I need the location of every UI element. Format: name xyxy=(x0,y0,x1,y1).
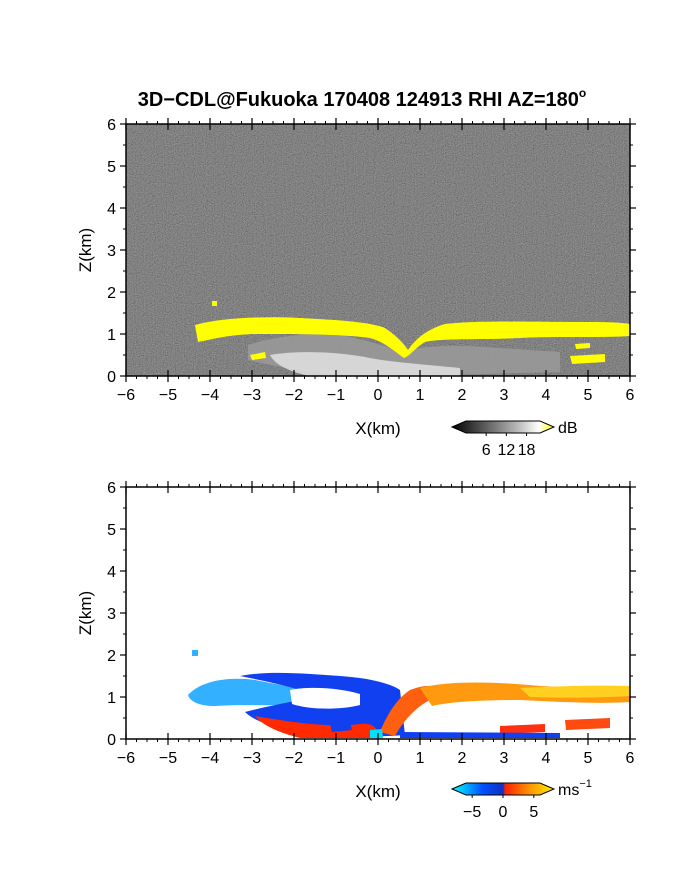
velocity-colorbar-unit: ms−1 xyxy=(558,778,592,799)
velocity-patch xyxy=(400,732,560,738)
velocity-y-tick-label: 2 xyxy=(107,648,116,665)
velocity-y-tick-label: 3 xyxy=(107,606,116,623)
velocity-x-tick-label: 1 xyxy=(416,750,425,767)
snr-x-axis-label: X(km) xyxy=(355,419,400,438)
velocity-x-tick-label: 3 xyxy=(500,750,509,767)
snr-x-tick-label: 0 xyxy=(374,387,383,404)
snr-colorbar: 6 12 18 dB xyxy=(450,420,578,459)
velocity-colorbar-tick-label: 5 xyxy=(529,804,538,821)
velocity-x-tick-label: 5 xyxy=(584,750,593,767)
velocity-x-tick-label: −4 xyxy=(201,750,219,767)
snr-colorbar-tick-label: 6 xyxy=(482,442,491,459)
snr-y-tick-label: 0 xyxy=(107,369,116,386)
velocity-red-surface xyxy=(255,716,380,738)
snr-y-tick-label: 5 xyxy=(107,159,116,176)
velocity-x-tick-label: −2 xyxy=(285,750,303,767)
snr-x-tick-label: −3 xyxy=(243,387,261,404)
snr-y-axis-label: Z(km) xyxy=(76,228,95,272)
velocity-cyan-dot xyxy=(370,729,383,738)
snr-x-tick-label: 2 xyxy=(458,387,467,404)
snr-colorbar-tick-label: 12 xyxy=(497,442,515,459)
velocity-orange-plume xyxy=(380,685,440,736)
velocity-y-tick-label: 0 xyxy=(107,732,116,749)
velocity-y-axis-label: Z(km) xyxy=(76,591,95,635)
velocity-receding-layer xyxy=(520,685,630,698)
snr-cloud-top-band xyxy=(195,317,630,358)
velocity-patch xyxy=(500,724,545,734)
velocity-gap xyxy=(290,687,360,709)
snr-x-tick-label: −1 xyxy=(327,387,345,404)
snr-x-tick-labels: −6 −5 −4 −3 −2 −1 0 1 2 3 4 5 6 xyxy=(117,387,635,404)
velocity-x-tick-label: −1 xyxy=(327,750,345,767)
snr-x-tick-label: 6 xyxy=(626,387,635,404)
velocity-colorbar-bar xyxy=(450,782,556,796)
velocity-y-tick-label: 6 xyxy=(107,480,116,497)
snr-colorbar-tick-label: 18 xyxy=(518,442,536,459)
velocity-x-tick-labels: −6 −5 −4 −3 −2 −1 0 1 2 3 4 5 6 xyxy=(117,750,635,767)
velocity-y-tick-label: 5 xyxy=(107,522,116,539)
snr-y-tick-label: 3 xyxy=(107,243,116,260)
snr-y-tick-label: 6 xyxy=(107,117,116,134)
snr-y-tick-label: 1 xyxy=(107,327,116,344)
velocity-colorbar-tick-label: 0 xyxy=(499,804,508,821)
snr-echo-core xyxy=(270,352,460,376)
snr-x-tick-label: 5 xyxy=(584,387,593,404)
velocity-red-surface xyxy=(330,722,352,732)
velocity-y-tick-label: 4 xyxy=(107,564,116,581)
velocity-x-tick-label: −3 xyxy=(243,750,261,767)
snr-colorbar-unit: dB xyxy=(558,420,578,437)
chart-title: 3D−CDL@Fukuoka 170408 124913 RHI AZ=180o xyxy=(138,86,587,111)
snr-x-tick-label: 3 xyxy=(500,387,509,404)
snr-y-tick-labels: 0 1 2 3 4 5 6 xyxy=(107,117,116,386)
snr-yellow-speck xyxy=(212,301,217,306)
snr-x-tick-label: 4 xyxy=(542,387,551,404)
snr-yellow-patch xyxy=(250,352,266,360)
snr-tick-marks xyxy=(120,118,636,382)
velocity-tick-marks xyxy=(120,481,636,745)
velocity-speck xyxy=(192,650,198,656)
velocity-y-tick-label: 1 xyxy=(107,690,116,707)
velocity-x-tick-label: 6 xyxy=(626,750,635,767)
snr-y-tick-label: 4 xyxy=(107,201,116,218)
velocity-x-tick-label: 4 xyxy=(542,750,551,767)
velocity-cyan-region xyxy=(188,678,300,706)
velocity-x-tick-label: −5 xyxy=(159,750,177,767)
snr-y-tick-label: 2 xyxy=(107,285,116,302)
snr-colorbar-bar xyxy=(450,420,556,434)
snr-yellow-patch xyxy=(575,343,590,349)
snr-x-tick-label: −2 xyxy=(285,387,303,404)
snr-x-tick-label: −4 xyxy=(201,387,219,404)
velocity-colorbar: −5 0 5 ms−1 xyxy=(450,778,592,821)
velocity-x-axis-label: X(km) xyxy=(355,782,400,801)
velocity-colorbar-tick-label: −5 xyxy=(463,804,481,821)
velocity-x-tick-label: 0 xyxy=(374,750,383,767)
velocity-y-tick-labels: 0 1 2 3 4 5 6 xyxy=(107,480,116,749)
snr-x-tick-label: 1 xyxy=(416,387,425,404)
snr-x-tick-label: −6 xyxy=(117,387,135,404)
velocity-x-tick-label: 2 xyxy=(458,750,467,767)
snr-x-tick-label: −5 xyxy=(159,387,177,404)
snr-yellow-patch xyxy=(570,354,605,364)
velocity-x-tick-label: −6 xyxy=(117,750,135,767)
velocity-patch xyxy=(565,718,610,730)
